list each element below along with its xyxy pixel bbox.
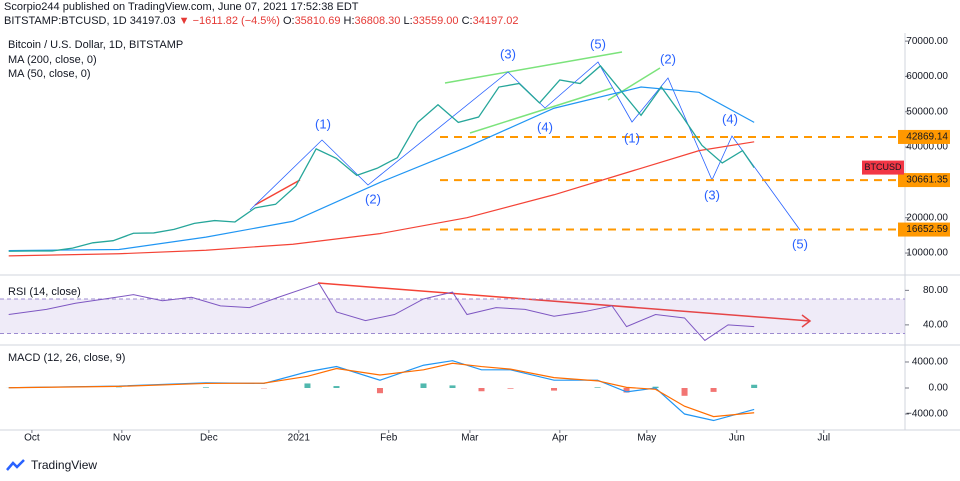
chart: 70000.0060000.0050000.0040000.0030000.00… (0, 33, 960, 444)
rsi-band (0, 298, 905, 334)
histogram-bar (751, 384, 758, 388)
wave-label: (1) (315, 116, 331, 131)
histogram-bar (202, 387, 209, 388)
quote-line: BITSTAMP:BTCUSD, 1D 34197.03 ▼ −1611.82 … (4, 14, 519, 28)
x-tick-label: Feb (380, 433, 398, 444)
level-tag (898, 129, 950, 144)
x-tick-label: Jul (817, 433, 830, 444)
y-tick-label: 40000.00 (906, 142, 948, 153)
wave-label: (2) (660, 51, 676, 66)
trend-line (254, 179, 301, 206)
ohlc: O:35810.69 H:36808.30 L:33559.00 C:34197… (283, 15, 519, 27)
level-label: 16652.59 (906, 224, 948, 235)
ohlc-value: 36808.30 (354, 15, 401, 27)
logo (6, 459, 25, 471)
symbol: BITSTAMP:BTCUSD, 1D (4, 15, 127, 27)
ohlc-label: O: (282, 15, 295, 27)
footer: TradingView (6, 458, 97, 472)
y-tick-label: 40.00 (923, 320, 948, 331)
ma-line (8, 86, 755, 252)
rsi-line (8, 282, 755, 342)
ohlc-label: C: (461, 15, 473, 27)
x-tick-label: Nov (113, 433, 131, 444)
last-price: 34197.03 (129, 15, 176, 27)
x-tick-label: Mar (461, 433, 479, 444)
wave-label: (4) (722, 111, 738, 126)
histogram-bar (652, 386, 659, 388)
x-tick-label: 2021 (288, 433, 311, 444)
histogram-bar (594, 387, 601, 388)
y-tick-label: 70000.00 (906, 36, 948, 47)
x-tick-label: Oct (24, 433, 40, 444)
y-tick-label: 60000.00 (906, 71, 948, 82)
level-tag (898, 222, 950, 237)
legend-entry: MA (50, close, 0) (8, 68, 91, 80)
y-tick-label: 80.00 (923, 285, 948, 296)
price-line (8, 64, 755, 252)
change: ▼ −1611.82 (−4.5%) (178, 15, 280, 27)
wave-label: (3) (500, 46, 516, 61)
x-tick-label: May (637, 433, 656, 444)
header: Scorpio244 published on TradingView.com,… (4, 0, 519, 28)
histogram-bar (507, 388, 514, 389)
x-tick-label: Dec (200, 433, 218, 444)
wave-label: (5) (590, 36, 606, 51)
histogram-bar (420, 383, 427, 388)
rsi-trend-line (317, 282, 811, 322)
histogram-bar (304, 383, 311, 388)
level-label: 30661.35 (906, 175, 948, 186)
wave-path (249, 61, 801, 231)
ohlc-label: L: (403, 15, 413, 27)
histogram-bar (681, 388, 688, 396)
ohlc-value: 35810.69 (294, 15, 341, 27)
wave-label: (4) (537, 119, 553, 134)
y-tick-label: 0.00 (929, 383, 949, 394)
y-tick-label: 20000.00 (906, 212, 948, 223)
level-label: 42869.14 (906, 132, 948, 143)
legend-entry: RSI (14, close) (8, 286, 81, 298)
ohlc-value: 33559.00 (412, 15, 459, 27)
trend-line (444, 51, 623, 84)
histogram-bar (551, 388, 558, 391)
legend-entry: MACD (12, 26, close, 9) (8, 352, 125, 364)
ma-line (8, 141, 755, 257)
x-tick-label: Jun (729, 433, 745, 444)
wave-label: (3) (704, 187, 720, 202)
x-tick-label: Apr (552, 433, 568, 444)
signal-line (8, 362, 755, 418)
histogram-bar (478, 388, 485, 392)
y-tick-label: −4000.00 (906, 409, 948, 420)
histogram-bar (376, 388, 383, 394)
author-line: Scorpio244 published on TradingView.com,… (4, 1, 359, 13)
histogram-bar (623, 388, 630, 393)
legend-entry: Bitcoin / U.S. Dollar, 1D, BITSTAMP (8, 39, 183, 51)
wave-label: (5) (792, 236, 808, 251)
y-tick-label: 50000.00 (906, 106, 948, 117)
ohlc-value: 34197.02 (472, 15, 519, 27)
legend-entry: MA (200, close, 0) (8, 54, 97, 66)
wave-label: (2) (365, 191, 381, 206)
rsi-trend-arrow (801, 314, 812, 328)
y-tick-label: 4000.00 (912, 357, 949, 368)
level-tag (898, 173, 950, 188)
ohlc-label: H: (343, 15, 355, 27)
y-tick-label: 10000.00 (906, 248, 948, 259)
histogram-bar (710, 388, 717, 392)
trend-line (469, 87, 613, 134)
histogram-bar (449, 385, 456, 388)
last-price-tag (862, 160, 904, 175)
trend-lines (249, 51, 812, 328)
wave-label: (1) (624, 130, 640, 145)
brand: TradingView (31, 458, 98, 472)
change-value: −1611.82 (−4.5%) (192, 15, 280, 27)
last-price-label: BTCUSD (864, 162, 902, 172)
histogram-bar (333, 386, 340, 388)
